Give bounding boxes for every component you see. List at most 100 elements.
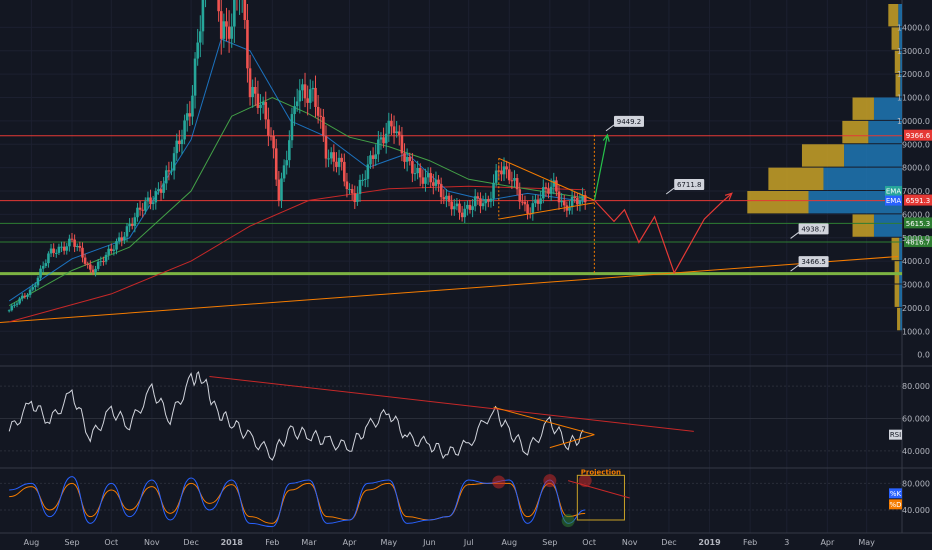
- x-tick-label: 2019: [698, 538, 721, 547]
- rsi-tag: [889, 429, 902, 440]
- candle-body: [290, 114, 294, 141]
- price-y-tick-label: 14000.0: [897, 23, 930, 32]
- volume-profile-sell-bar: [891, 27, 900, 50]
- candle-body: [99, 261, 103, 263]
- candle-body: [230, 26, 234, 39]
- candle-body: [308, 89, 312, 103]
- volume-profile-buy-bar: [823, 167, 902, 191]
- bearish-projection-arrow: [593, 192, 733, 275]
- candle-body: [539, 198, 542, 204]
- candle-body: [198, 31, 202, 43]
- candle-body: [164, 170, 168, 184]
- target-callout-text: 4938.7: [801, 225, 826, 233]
- bullish-projection-arrow-head: [602, 133, 610, 142]
- candle-body: [518, 189, 522, 202]
- volume-profile-buy-bar: [898, 4, 902, 27]
- candle-body: [460, 212, 464, 218]
- candle-body: [377, 139, 380, 155]
- candle-body: [466, 204, 469, 209]
- price-y-tick-label: 11000.0: [897, 94, 930, 103]
- x-tick-label: 3: [784, 538, 789, 547]
- candle-body: [285, 160, 289, 166]
- candle-body: [560, 200, 563, 203]
- target-callout-text: 3466.5: [801, 258, 826, 266]
- candle-body: [361, 179, 364, 181]
- stoch-cross-marker: [561, 514, 575, 528]
- candle-body: [264, 102, 268, 120]
- volume-profile-buy-bar: [900, 50, 902, 74]
- candle-body: [557, 191, 561, 203]
- candle-body: [256, 93, 260, 108]
- candle-body: [502, 166, 506, 175]
- candle-body: [481, 203, 485, 207]
- candle-body: [405, 156, 409, 162]
- candle-body: [261, 102, 265, 105]
- candle-body: [350, 189, 354, 194]
- candle-body: [479, 198, 482, 207]
- volume-profile-buy-bar: [899, 237, 902, 261]
- candle-body: [356, 193, 359, 202]
- x-tick-label: Apr: [343, 538, 358, 547]
- candle-body: [34, 285, 37, 288]
- triangle-upper-line: [498, 157, 595, 201]
- candle-body: [277, 179, 281, 201]
- candle-body: [534, 199, 537, 204]
- rsi-y-tick-label: 60.000: [902, 415, 930, 424]
- candle-body: [151, 202, 155, 205]
- candle-body: [515, 178, 519, 190]
- candle-body: [146, 197, 150, 202]
- candle-body: [136, 207, 139, 218]
- candle-body: [576, 197, 579, 205]
- volume-profile-sell-bar: [801, 144, 845, 167]
- target-callout-box: [798, 223, 829, 235]
- candle-body: [327, 158, 330, 160]
- stoch-trendline: [568, 480, 630, 499]
- candle-body: [144, 201, 147, 211]
- candle-body: [521, 201, 524, 203]
- candle-body: [536, 199, 540, 204]
- candle-body: [31, 287, 35, 290]
- candle-body: [154, 191, 158, 203]
- candle-body: [549, 186, 553, 194]
- candle-body: [41, 265, 45, 269]
- candle-body: [107, 248, 110, 255]
- volume-profile-sell-bar: [768, 167, 824, 191]
- candle-body: [332, 152, 336, 162]
- candle-body: [248, 68, 252, 98]
- x-tick-label: Feb: [743, 538, 757, 547]
- candle-body: [7, 310, 11, 312]
- candle-body: [175, 140, 179, 154]
- candle-body: [188, 113, 192, 117]
- stoch-cross-marker: [543, 474, 557, 488]
- volume-profile-buy-bar: [900, 307, 902, 331]
- candle-body: [544, 187, 548, 189]
- long-trendline: [0, 255, 899, 324]
- candle-body: [120, 237, 124, 241]
- target-callout-box: [613, 115, 644, 127]
- candle-body: [523, 201, 527, 205]
- candle-body: [233, 0, 236, 27]
- candle-body: [555, 180, 558, 192]
- candle-body: [246, 20, 249, 69]
- candle-body: [500, 170, 503, 175]
- x-tick-label: Oct: [582, 538, 596, 547]
- price-y-tick-label: 1000.0: [902, 327, 930, 336]
- candle-body: [450, 201, 453, 210]
- price-y-tick-label: 12000.0: [897, 70, 930, 79]
- level-price-tag: [904, 194, 932, 206]
- candle-body: [83, 257, 87, 264]
- candle-body: [343, 161, 346, 182]
- ema-tag: [885, 195, 902, 206]
- triangle-lower-line: [498, 202, 595, 220]
- level-price-text: 5615.3: [906, 220, 931, 228]
- candle-body: [109, 248, 113, 251]
- candle-body: [104, 254, 108, 262]
- candle-body: [452, 206, 456, 210]
- candle-body: [473, 196, 477, 207]
- candle-body: [115, 241, 118, 250]
- candle-body: [374, 154, 378, 159]
- candle-body: [157, 189, 160, 192]
- candle-body: [293, 106, 296, 115]
- candle-body: [130, 224, 134, 226]
- candle-body: [81, 247, 84, 258]
